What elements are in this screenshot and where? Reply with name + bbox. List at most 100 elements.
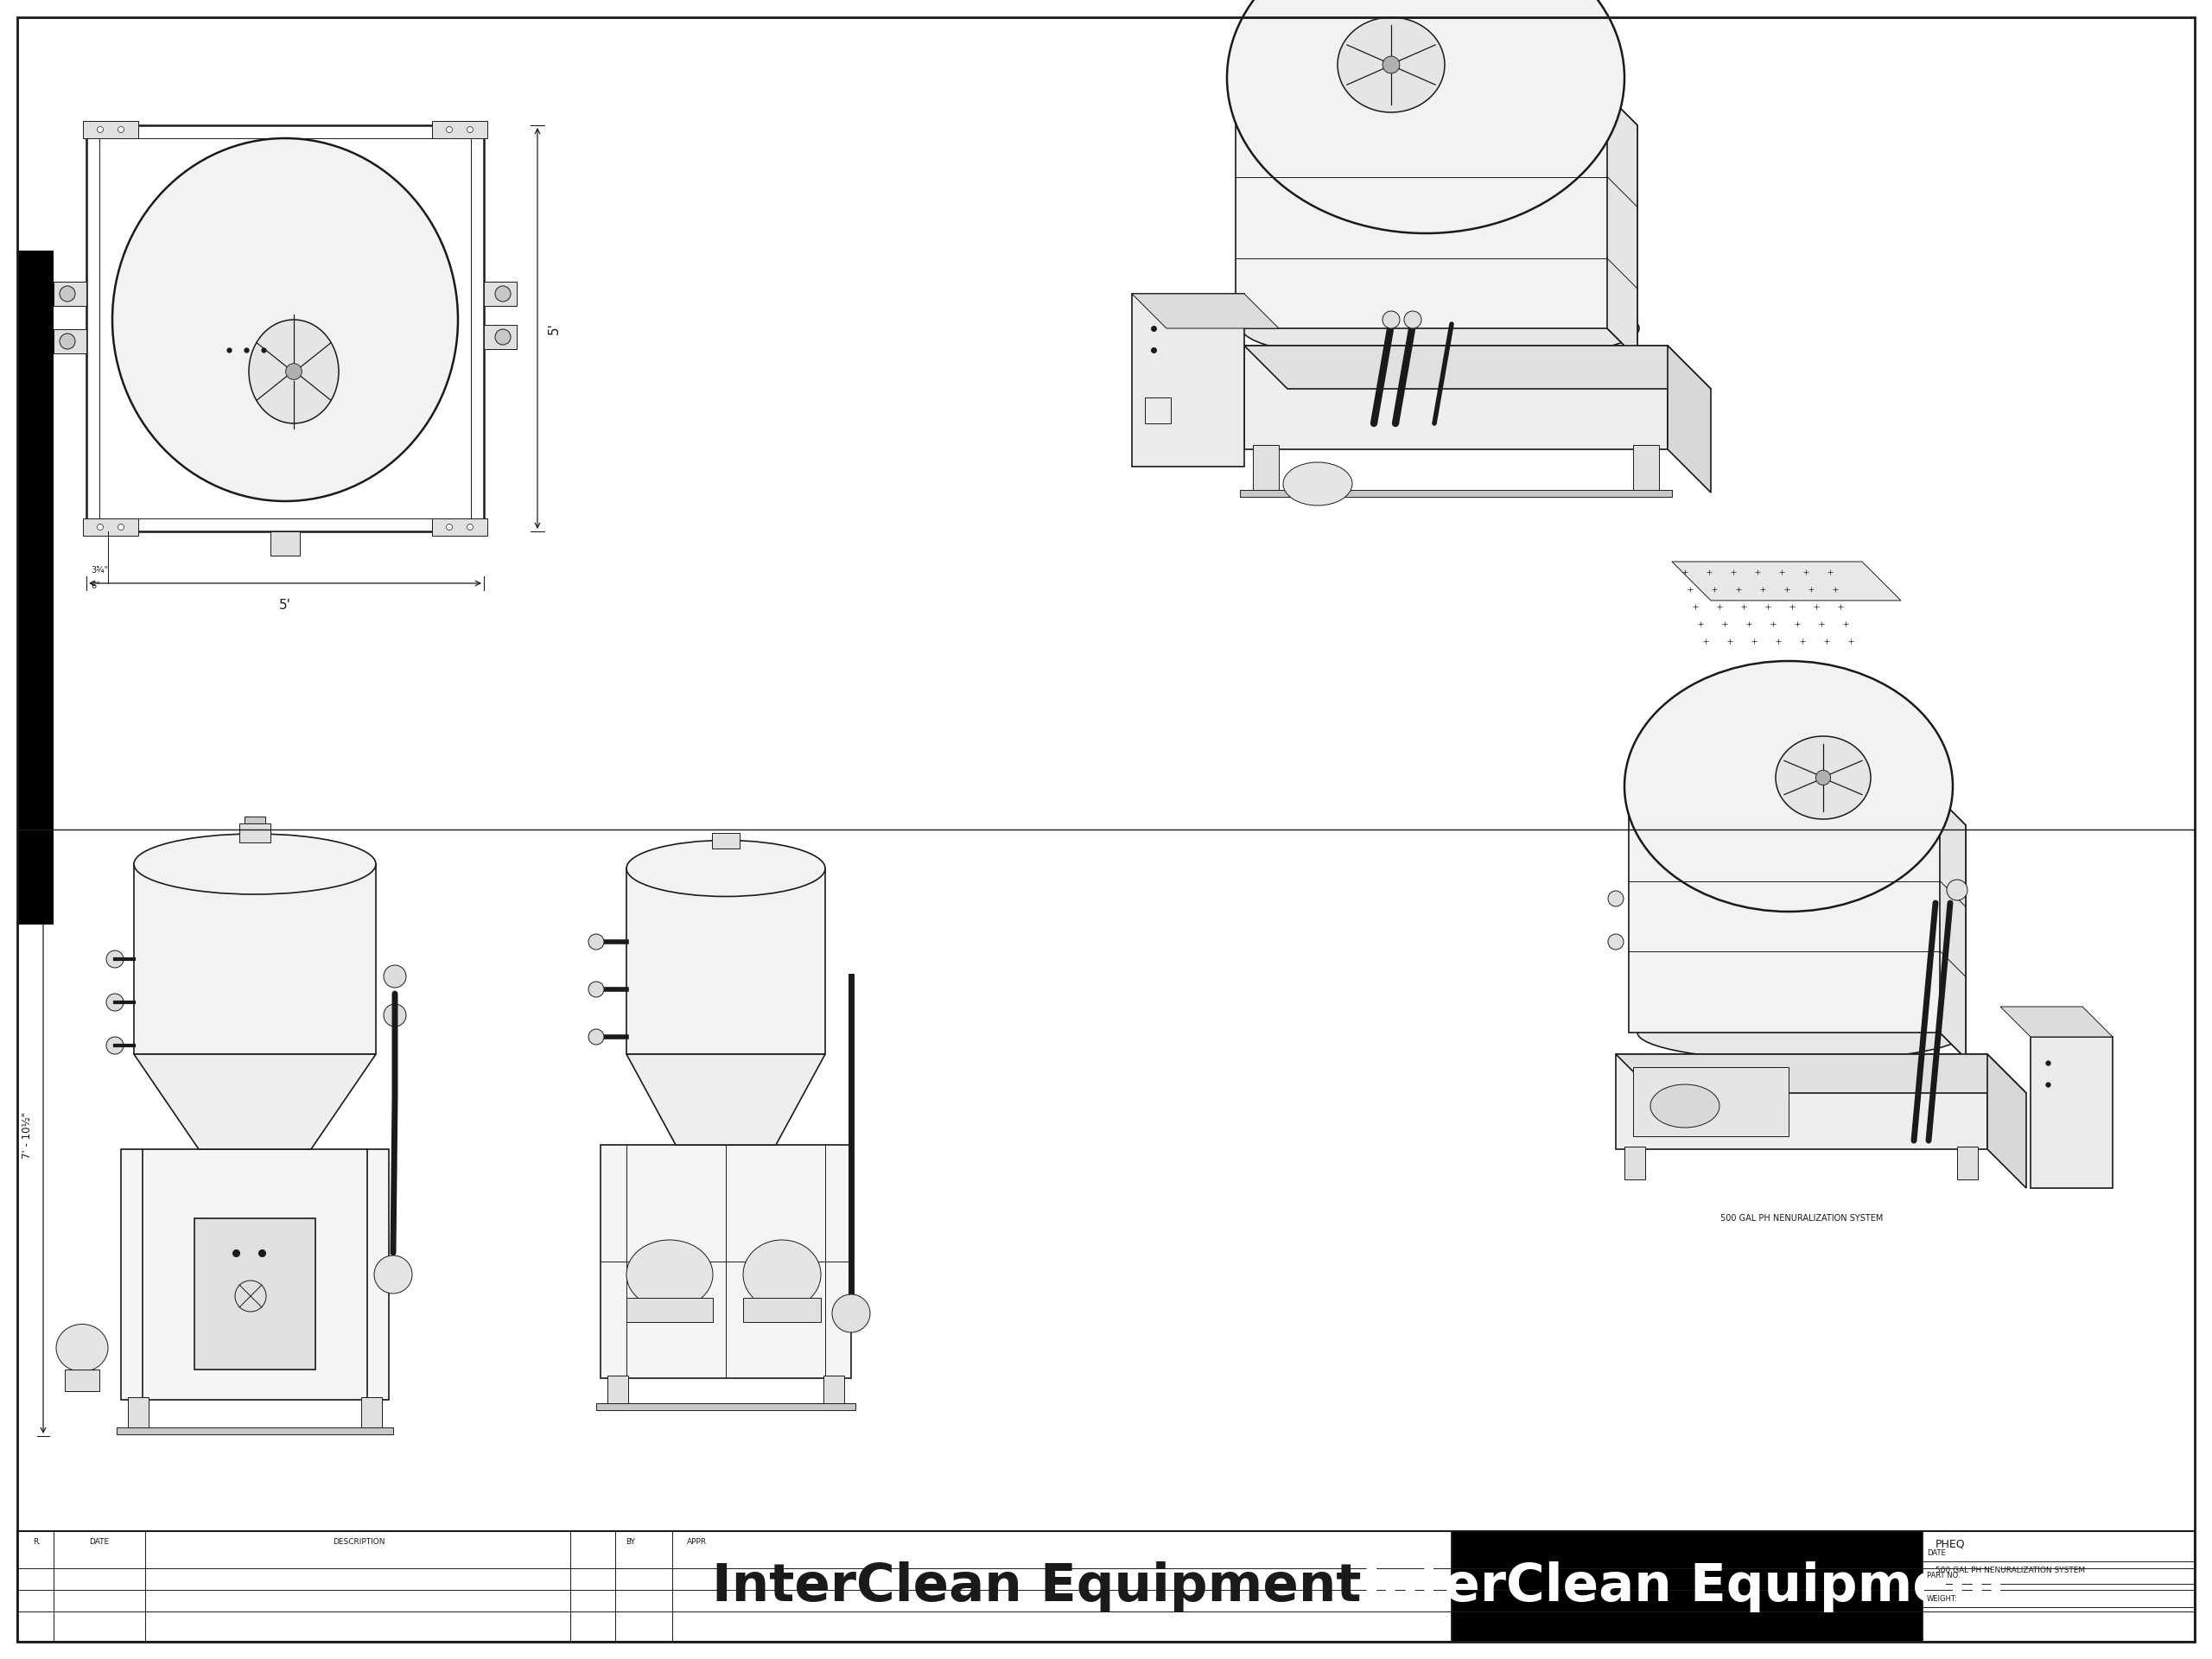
Bar bbox=[18, 251, 53, 924]
Circle shape bbox=[447, 524, 451, 531]
Circle shape bbox=[97, 126, 104, 133]
Text: 5': 5' bbox=[549, 322, 562, 335]
Circle shape bbox=[285, 363, 301, 380]
Polygon shape bbox=[1237, 95, 1637, 358]
Bar bbox=[597, 1404, 856, 1410]
Bar bbox=[1241, 489, 1672, 496]
Circle shape bbox=[1608, 891, 1624, 906]
Polygon shape bbox=[122, 1150, 389, 1400]
Polygon shape bbox=[1615, 1053, 1986, 1150]
Bar bbox=[128, 1397, 148, 1430]
Bar bbox=[135, 864, 376, 1053]
Ellipse shape bbox=[1241, 294, 1639, 363]
Circle shape bbox=[467, 126, 473, 133]
Polygon shape bbox=[2000, 1007, 2112, 1037]
Circle shape bbox=[60, 333, 75, 348]
Text: 5': 5' bbox=[279, 599, 292, 612]
Polygon shape bbox=[1940, 800, 1966, 1058]
Bar bbox=[1252, 445, 1279, 493]
Polygon shape bbox=[1243, 345, 1710, 388]
Bar bbox=[1146, 398, 1170, 423]
Polygon shape bbox=[1628, 800, 1966, 1058]
Circle shape bbox=[97, 524, 104, 531]
Ellipse shape bbox=[743, 1239, 821, 1309]
Polygon shape bbox=[1615, 1053, 2026, 1093]
Text: WEIGHT:: WEIGHT: bbox=[1927, 1594, 1958, 1603]
Bar bbox=[1632, 1067, 1790, 1136]
Circle shape bbox=[117, 126, 124, 133]
Text: 500 GAL PH NENURALIZATION SYSTEM: 500 GAL PH NENURALIZATION SYSTEM bbox=[1721, 1214, 1882, 1223]
Circle shape bbox=[374, 1256, 411, 1294]
Bar bbox=[246, 816, 265, 823]
Circle shape bbox=[383, 966, 407, 987]
Ellipse shape bbox=[55, 1324, 108, 1372]
Bar bbox=[84, 121, 137, 138]
Text: PART NO.: PART NO. bbox=[1927, 1571, 1960, 1579]
Bar bbox=[431, 518, 487, 536]
Ellipse shape bbox=[1776, 737, 1871, 820]
Circle shape bbox=[106, 951, 124, 967]
Ellipse shape bbox=[248, 320, 338, 423]
Ellipse shape bbox=[1228, 0, 1624, 234]
Bar bbox=[743, 1297, 821, 1322]
Circle shape bbox=[383, 1004, 407, 1027]
Bar bbox=[195, 1218, 316, 1370]
Bar bbox=[823, 1375, 845, 1405]
Text: InterClean Equipment: InterClean Equipment bbox=[712, 1561, 1363, 1613]
Text: R.: R. bbox=[33, 1538, 40, 1546]
Ellipse shape bbox=[1624, 660, 1953, 911]
Bar bbox=[712, 833, 739, 848]
Polygon shape bbox=[2031, 1037, 2112, 1188]
Circle shape bbox=[832, 1294, 869, 1332]
Bar bbox=[626, 868, 825, 1053]
Circle shape bbox=[588, 934, 604, 949]
Circle shape bbox=[1382, 56, 1400, 73]
Circle shape bbox=[1382, 312, 1400, 328]
Circle shape bbox=[1608, 934, 1624, 949]
Bar bbox=[1958, 1146, 1978, 1180]
Polygon shape bbox=[1608, 95, 1637, 358]
Ellipse shape bbox=[113, 138, 458, 501]
Polygon shape bbox=[1133, 294, 1243, 466]
Circle shape bbox=[588, 982, 604, 997]
Text: 6": 6" bbox=[91, 582, 100, 591]
Polygon shape bbox=[1133, 294, 1279, 328]
Ellipse shape bbox=[1283, 463, 1352, 506]
Polygon shape bbox=[1986, 1053, 2026, 1188]
Circle shape bbox=[495, 328, 511, 345]
Text: DATE: DATE bbox=[88, 1538, 108, 1546]
Bar bbox=[361, 1397, 383, 1430]
Bar bbox=[484, 325, 518, 348]
Text: DATE: DATE bbox=[1927, 1550, 1947, 1558]
Text: 7' - 10½": 7' - 10½" bbox=[22, 1112, 33, 1158]
Polygon shape bbox=[626, 1053, 825, 1145]
Bar bbox=[1451, 1531, 1922, 1642]
Text: DESCRIPTION: DESCRIPTION bbox=[332, 1538, 385, 1546]
Circle shape bbox=[106, 994, 124, 1010]
Bar bbox=[64, 1370, 100, 1392]
Text: BY: BY bbox=[626, 1538, 635, 1546]
Text: InterClean Equipment: InterClean Equipment bbox=[1363, 1561, 2011, 1613]
Bar bbox=[484, 282, 518, 305]
Circle shape bbox=[117, 524, 124, 531]
Bar bbox=[270, 531, 301, 556]
Circle shape bbox=[495, 285, 511, 302]
Bar bbox=[53, 328, 86, 353]
Polygon shape bbox=[135, 1053, 376, 1150]
Bar bbox=[431, 121, 487, 138]
Circle shape bbox=[1947, 879, 1966, 901]
Bar bbox=[117, 1427, 394, 1435]
Bar bbox=[1624, 1146, 1646, 1180]
Circle shape bbox=[1405, 312, 1422, 328]
Ellipse shape bbox=[1637, 1004, 1966, 1060]
Bar bbox=[608, 1375, 628, 1405]
Polygon shape bbox=[1243, 345, 1668, 450]
Circle shape bbox=[467, 524, 473, 531]
Bar bbox=[53, 282, 86, 305]
Circle shape bbox=[1816, 770, 1832, 785]
Circle shape bbox=[60, 285, 75, 302]
Ellipse shape bbox=[626, 841, 825, 896]
Circle shape bbox=[106, 1037, 124, 1053]
Ellipse shape bbox=[626, 1239, 712, 1309]
Polygon shape bbox=[1668, 345, 1710, 493]
